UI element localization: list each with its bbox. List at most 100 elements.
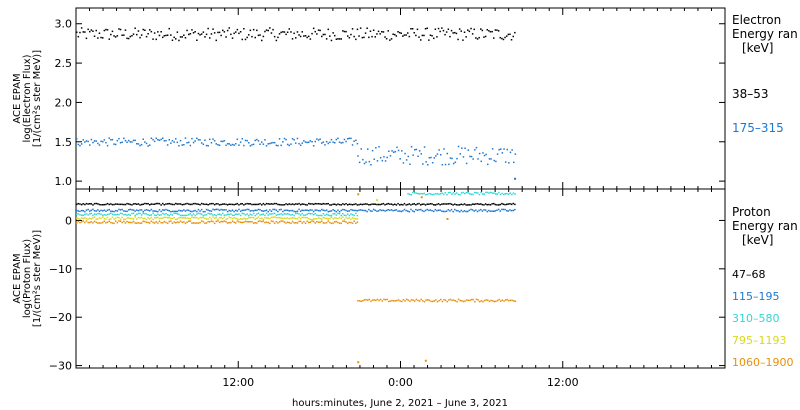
data-point [165, 34, 167, 37]
legend-entry: 38–53 [732, 87, 769, 101]
data-point [327, 214, 329, 216]
data-point [171, 214, 174, 216]
data-point [308, 141, 310, 143]
data-point [238, 32, 240, 35]
data-point [87, 28, 89, 31]
data-point [418, 193, 421, 195]
data-point [415, 204, 417, 206]
data-point [282, 220, 284, 222]
data-point [384, 204, 386, 206]
data-point [350, 203, 352, 206]
data-point [364, 32, 367, 34]
data-point [304, 35, 307, 37]
data-point [210, 220, 213, 222]
data-point [484, 209, 487, 211]
data-point [392, 204, 394, 206]
data-point [162, 217, 164, 219]
data-point [76, 213, 78, 216]
data-point [462, 300, 465, 303]
data-point [275, 216, 278, 219]
data-point [144, 209, 146, 212]
data-point [105, 210, 107, 212]
data-point [473, 28, 475, 31]
data-point [95, 29, 97, 32]
data-point [150, 214, 153, 216]
data-point [418, 300, 421, 302]
data-point [249, 216, 252, 219]
data-point [248, 217, 250, 219]
data-point [282, 210, 284, 213]
data-point [275, 209, 278, 211]
data-point [325, 221, 328, 224]
data-point [454, 203, 456, 205]
data-point [90, 209, 93, 212]
data-point [254, 218, 256, 220]
data-point [129, 35, 131, 38]
data-point [163, 204, 166, 206]
data-point [433, 37, 435, 40]
data-point [207, 27, 209, 30]
data-point [252, 222, 255, 224]
data-point [462, 210, 464, 213]
data-point [359, 27, 362, 29]
data-point [486, 29, 488, 31]
data-point [296, 218, 299, 220]
data-point [280, 204, 282, 206]
data-point [102, 204, 104, 206]
data-point [463, 203, 466, 205]
data-point [332, 209, 334, 211]
data-point [299, 210, 302, 212]
data-point [296, 203, 299, 205]
data-point [478, 193, 481, 196]
data-point [480, 203, 482, 205]
data-point [231, 143, 234, 146]
data-point [454, 193, 456, 195]
data-point [269, 203, 271, 205]
data-point [218, 144, 221, 146]
data-point [244, 214, 247, 216]
data-point [102, 214, 104, 217]
data-point [158, 139, 161, 141]
data-point [175, 222, 177, 224]
data-point [106, 202, 109, 205]
data-point [410, 28, 412, 30]
data-point [132, 33, 135, 35]
data-point [123, 220, 125, 223]
data-point [290, 214, 292, 216]
data-point [450, 203, 453, 205]
data-point [374, 36, 376, 38]
data-point [178, 203, 180, 205]
legend-entry: 175–315 [732, 121, 784, 135]
data-point [272, 212, 274, 215]
data-point [89, 217, 91, 220]
data-point [272, 203, 274, 205]
data-point [124, 210, 127, 212]
data-point [462, 203, 464, 206]
data-point [337, 217, 339, 220]
data-point [200, 202, 203, 205]
data-point [165, 212, 167, 215]
data-point [200, 220, 203, 222]
data-point [147, 214, 149, 216]
data-point [261, 213, 263, 216]
data-point [191, 214, 193, 217]
data-point [480, 208, 482, 211]
data-point [299, 203, 302, 206]
data-point [448, 299, 450, 301]
data-point [189, 217, 192, 220]
data-point [132, 220, 135, 223]
data-point [256, 222, 258, 224]
data-point [506, 35, 508, 37]
data-point [116, 216, 119, 219]
data-point [97, 222, 99, 224]
data-point [126, 217, 128, 219]
data-point [132, 203, 135, 205]
data-point [116, 210, 119, 212]
data-point [409, 300, 411, 303]
data-point [153, 222, 156, 224]
data-point [186, 221, 188, 223]
data-point [157, 210, 159, 213]
data-point [411, 210, 414, 212]
data-point [499, 193, 502, 196]
data-point [468, 204, 471, 206]
